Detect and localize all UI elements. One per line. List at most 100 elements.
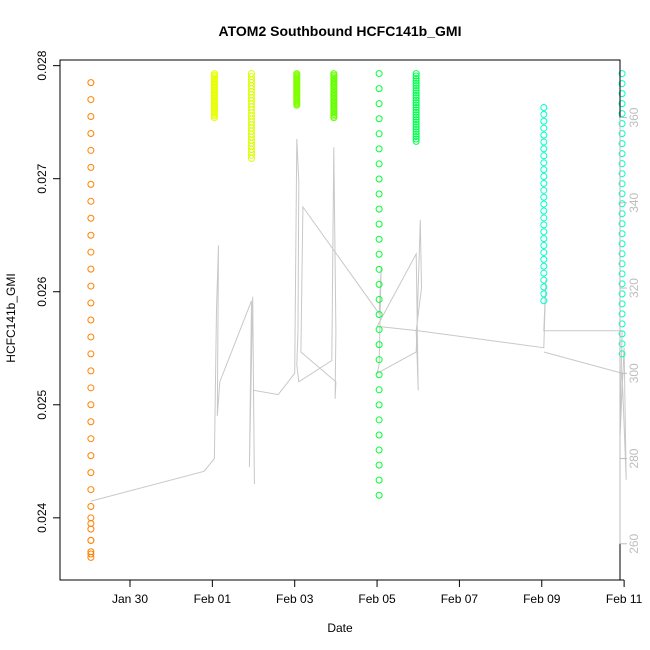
- data-point: [375, 130, 383, 138]
- data-point: [412, 87, 420, 95]
- data-point: [412, 135, 420, 143]
- data-point: [540, 269, 548, 277]
- data-point: [618, 250, 626, 258]
- data-point: [375, 356, 383, 364]
- data-point: [87, 550, 95, 558]
- data-point: [375, 235, 383, 243]
- data-point: [618, 90, 626, 98]
- data-point: [412, 72, 420, 80]
- flight-6-points: [375, 70, 383, 499]
- x-tick-label: Feb 07: [441, 592, 479, 606]
- data-point: [540, 145, 548, 153]
- data-point: [540, 173, 548, 181]
- data-point: [375, 280, 383, 288]
- data-point: [87, 299, 95, 307]
- data-point: [375, 145, 383, 153]
- points-layer: [87, 70, 626, 561]
- data-point: [618, 130, 626, 138]
- flight-1-points: [87, 79, 95, 561]
- x-tick-label: Feb 11: [606, 592, 643, 606]
- data-point: [375, 175, 383, 183]
- data-point: [618, 180, 626, 188]
- data-point: [618, 110, 626, 118]
- data-point: [540, 152, 548, 160]
- data-point: [375, 115, 383, 123]
- data-point: [412, 130, 420, 138]
- data-point: [412, 118, 420, 126]
- data-point: [618, 280, 626, 288]
- data-point: [375, 70, 383, 78]
- data-point: [540, 179, 548, 187]
- data-point: [87, 384, 95, 392]
- y2-tick-label: 280: [627, 448, 641, 468]
- data-point: [618, 80, 626, 88]
- data-point: [540, 242, 548, 250]
- secondary-line: [90, 138, 627, 502]
- data-point: [210, 70, 218, 78]
- data-point: [412, 99, 420, 107]
- data-point: [87, 96, 95, 104]
- data-point: [87, 350, 95, 358]
- data-point: [412, 74, 420, 82]
- y-tick-label: 0.027: [35, 163, 49, 193]
- data-point: [618, 140, 626, 148]
- data-point: [87, 214, 95, 222]
- data-point: [618, 340, 626, 348]
- data-point: [540, 131, 548, 139]
- data-point: [375, 160, 383, 168]
- data-point: [540, 255, 548, 263]
- data-point: [87, 180, 95, 188]
- data-point: [87, 265, 95, 273]
- data-point: [87, 469, 95, 477]
- data-point: [87, 536, 95, 544]
- data-point: [412, 123, 420, 131]
- data-point: [375, 341, 383, 349]
- data-point: [618, 230, 626, 238]
- data-point: [540, 283, 548, 291]
- data-point: [375, 491, 383, 499]
- data-point: [618, 260, 626, 268]
- x-axis-label: Date: [327, 621, 353, 635]
- data-point: [540, 124, 548, 132]
- data-point: [540, 110, 548, 118]
- data-point: [87, 548, 95, 556]
- data-point: [412, 120, 420, 128]
- y-tick-label: 0.024: [35, 502, 49, 532]
- data-point: [618, 160, 626, 168]
- data-point: [87, 316, 95, 324]
- y2-axis: 260 280 300 320 340 360: [619, 107, 641, 554]
- secondary-line-layer: [90, 138, 627, 502]
- data-point: [618, 270, 626, 278]
- data-point: [412, 96, 420, 104]
- data-point: [87, 231, 95, 239]
- chart-title: ATOM2 Southbound HCFC141b_GMI: [219, 23, 462, 39]
- data-point: [540, 207, 548, 215]
- data-point: [618, 320, 626, 328]
- data-point: [618, 210, 626, 218]
- data-point: [375, 85, 383, 93]
- data-point: [412, 101, 420, 109]
- data-point: [412, 106, 420, 114]
- data-point: [375, 476, 383, 484]
- data-point: [412, 89, 420, 97]
- y-tick-label: 0.028: [35, 50, 49, 80]
- data-point: [87, 514, 95, 522]
- data-point: [618, 300, 626, 308]
- data-point: [375, 326, 383, 334]
- data-point: [375, 100, 383, 108]
- data-point: [540, 200, 548, 208]
- data-point: [412, 82, 420, 90]
- y-tick-label: 0.026: [35, 276, 49, 306]
- data-point: [540, 290, 548, 298]
- data-point: [618, 170, 626, 178]
- y2-tick-label: 340: [627, 192, 641, 212]
- data-point: [618, 290, 626, 298]
- data-point: [618, 190, 626, 198]
- data-point: [540, 276, 548, 284]
- data-point: [540, 103, 548, 111]
- data-point: [87, 113, 95, 121]
- y2-tick-label: 300: [627, 363, 641, 383]
- flight-8-points: [540, 103, 548, 305]
- data-point: [412, 91, 420, 99]
